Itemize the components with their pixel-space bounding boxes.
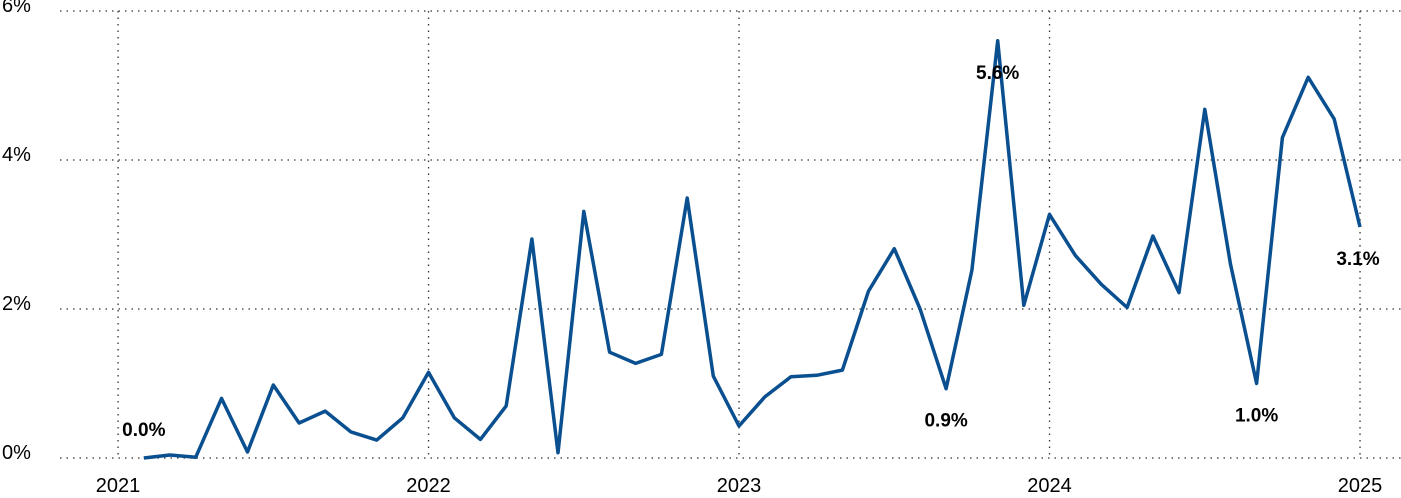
x-tick-label: 2021 <box>96 475 141 497</box>
y-tick-label: 2% <box>2 293 31 315</box>
data-label: 5.6% <box>976 63 1019 84</box>
line <box>143 39 1362 460</box>
x-tick-label: 2025 <box>1338 475 1383 497</box>
x-tick-label: 2023 <box>717 475 762 497</box>
data-label: 0.9% <box>924 411 967 432</box>
data-label: 1.0% <box>1235 406 1278 427</box>
data-label: 0.0% <box>122 420 165 441</box>
y-tick-label: 6% <box>2 0 31 17</box>
x-tick-label: 2024 <box>1027 475 1072 497</box>
y-tick-label: 4% <box>2 144 31 166</box>
y-tick-label: 0% <box>2 442 31 464</box>
x-tick-label: 2022 <box>406 475 451 497</box>
data-label: 3.1% <box>1336 249 1379 270</box>
